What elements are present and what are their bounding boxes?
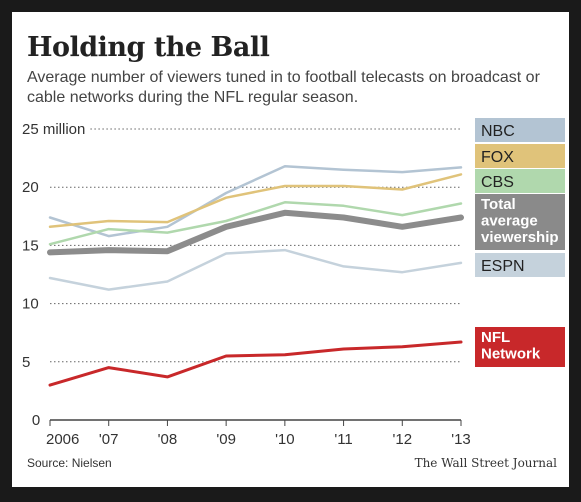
y-tick-label: 0 <box>32 412 40 429</box>
legend-label: Total <box>481 196 516 213</box>
x-tick-label: '08 <box>158 431 178 448</box>
y-tick-label: 10 <box>22 296 39 313</box>
legend-swatch <box>475 118 565 142</box>
x-tick-label: '07 <box>99 431 119 448</box>
publisher-credit: The Wall Street Journal <box>414 456 557 470</box>
y-tick-label: 5 <box>22 354 30 371</box>
y-tick-label: 20 <box>22 179 39 196</box>
legend-item-espn: ESPN <box>475 253 565 277</box>
series-line-total-average-viewership <box>47 209 464 256</box>
chart-card: Holding the Ball Average number of viewe… <box>12 12 569 487</box>
legend-item-fox: FOX <box>475 144 565 168</box>
y-tick-label: 15 <box>22 237 39 254</box>
source-note: Source: Nielsen <box>27 456 112 470</box>
legend-swatch <box>475 253 565 277</box>
legend-item-nbc: NBC <box>475 118 565 142</box>
chart-title: Holding the Ball <box>27 32 270 63</box>
legend-item-cbs: CBS <box>475 169 565 193</box>
x-tick-label: '13 <box>451 431 471 448</box>
x-tick-label: '12 <box>393 431 413 448</box>
series-lines <box>47 164 464 387</box>
legend-swatch <box>475 327 565 367</box>
x-tick-label: '09 <box>216 431 236 448</box>
y-tick-label: 25 million <box>22 121 85 138</box>
legend-label: average <box>481 213 538 230</box>
x-tick-label: '10 <box>275 431 295 448</box>
legend-label: viewership <box>481 229 559 246</box>
x-axis-ticks: 2006 '07 '08 '09 '10 '11 '12 '13 <box>46 420 471 448</box>
chart-subtitle: Average number of viewers tuned in to fo… <box>27 69 540 106</box>
y-axis-ticks: 0 5 10 15 20 25 million <box>22 121 85 429</box>
legend-label: NBC <box>481 123 515 140</box>
legend-swatch <box>475 169 565 193</box>
series-line-fox <box>48 173 463 229</box>
legend-swatch <box>475 194 565 250</box>
line-chart: 0 5 10 15 20 25 million 2006 '07 '08 '09 '10 '11 '1… <box>22 118 565 448</box>
x-tick-label: 2006 <box>46 431 79 448</box>
legend-label: Network <box>481 346 541 363</box>
legend-swatch <box>475 144 565 168</box>
legend-label: FOX <box>481 149 514 166</box>
series-line-nfl-network <box>48 340 463 387</box>
grid-lines <box>50 128 461 421</box>
series-line-nbc <box>48 164 463 238</box>
legend-label: ESPN <box>481 258 525 275</box>
series-line-cbs <box>48 201 463 246</box>
x-tick-label: '11 <box>334 431 352 448</box>
series-line-espn <box>48 248 463 291</box>
legend-label: NFL <box>481 329 510 346</box>
legend-label: CBS <box>481 174 514 191</box>
